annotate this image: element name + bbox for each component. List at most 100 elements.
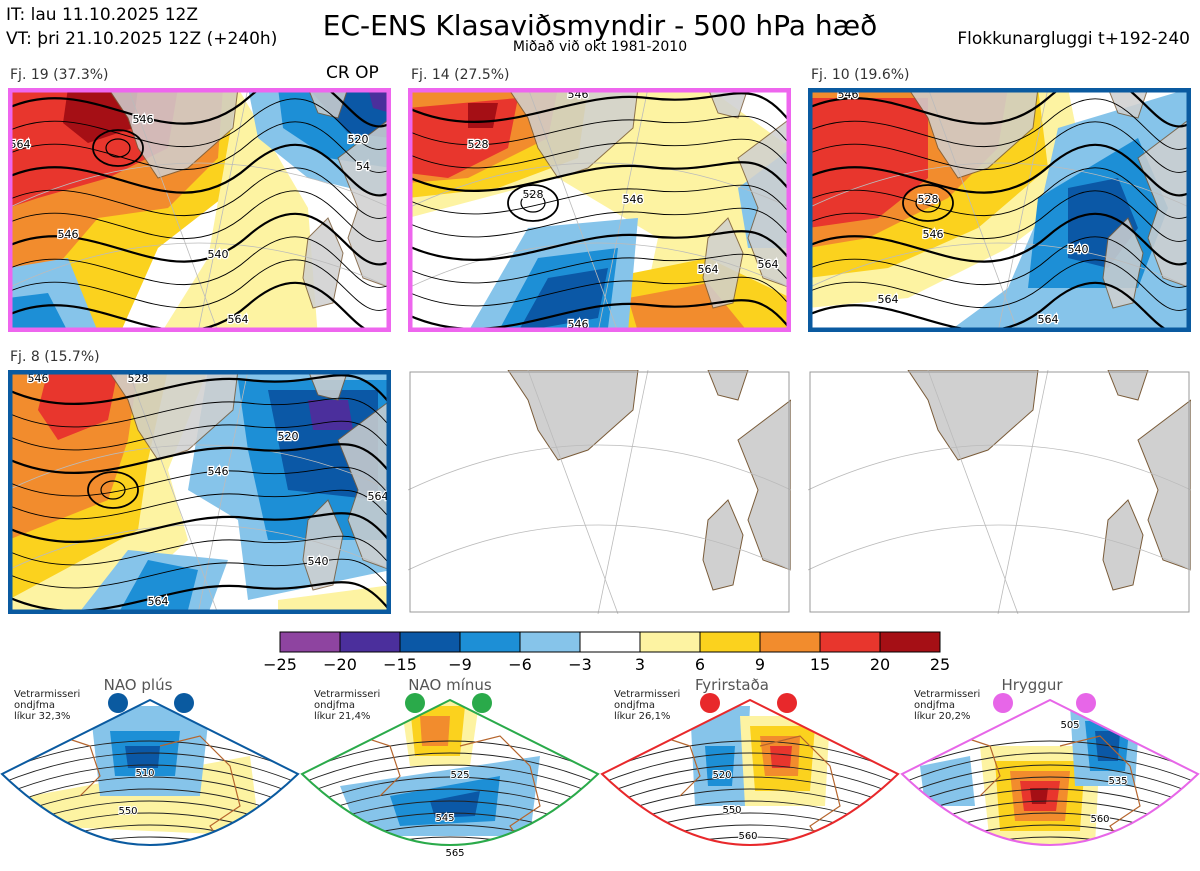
regime-frame bbox=[900, 698, 1200, 846]
initial-time: IT: lau 11.10.2025 12Z bbox=[6, 5, 198, 25]
colorbar-swatch bbox=[399, 631, 461, 653]
graticule bbox=[808, 370, 1191, 614]
contour-line bbox=[8, 512, 391, 544]
cluster-map-3: 546 528 546 540 564 564 bbox=[808, 88, 1191, 332]
contour-low bbox=[92, 129, 144, 167]
regime-contour bbox=[302, 764, 598, 801]
regime-contour bbox=[902, 740, 1198, 777]
panel-frame bbox=[408, 88, 791, 332]
regime-nao-plus: NAO plús Vetrarmisseri ondjfma líkur 32,3… bbox=[0, 676, 300, 871]
regime-contour-label: 565 bbox=[445, 848, 464, 859]
regime-ridge: Hryggur Vetrarmisseri ondjfma líkur 20,2%… bbox=[900, 676, 1200, 871]
contour-label: 546 bbox=[58, 228, 79, 241]
control-run-op-label: CR OP bbox=[326, 63, 379, 83]
regime-contour bbox=[902, 752, 1198, 789]
regime-indicator-dot bbox=[777, 693, 797, 713]
anomaly-shading bbox=[468, 103, 498, 128]
graticule bbox=[8, 370, 391, 614]
contour-low-inner bbox=[100, 480, 126, 500]
colorbar-swatch bbox=[459, 631, 521, 653]
colorbar-tick-label: −25 bbox=[263, 655, 297, 674]
contour-label: 564 bbox=[228, 313, 249, 326]
anomaly-shading bbox=[8, 293, 68, 332]
contour-line bbox=[808, 88, 1191, 128]
panel-frame bbox=[808, 88, 1191, 332]
regime-anomaly bbox=[420, 716, 450, 746]
colorbar-swatch bbox=[339, 631, 401, 653]
contour-low-inner bbox=[520, 193, 546, 213]
regime-indicator-dot bbox=[1076, 693, 1096, 713]
regime-contour bbox=[302, 752, 598, 789]
regime-anomaly bbox=[430, 791, 480, 818]
contour-line bbox=[8, 466, 391, 498]
contour-label: 546 bbox=[28, 372, 49, 385]
colorbar-swatch bbox=[699, 631, 761, 653]
regime-probability: Vetrarmisseri ondjfma líkur 20,2% bbox=[914, 689, 981, 722]
panel-label-1: Fj. 19 (37.3%) bbox=[10, 67, 109, 83]
land-masses bbox=[907, 88, 1191, 309]
colorbar-tick-label: 9 bbox=[754, 655, 766, 674]
contour-label: 546 bbox=[208, 465, 229, 478]
contour-line bbox=[408, 92, 791, 124]
contour-label: 564 bbox=[878, 293, 899, 306]
contour-line bbox=[8, 190, 391, 242]
regime-contour bbox=[2, 776, 298, 813]
colorbar-swatch bbox=[639, 631, 701, 653]
graticule bbox=[408, 88, 791, 332]
contour-low-inner bbox=[105, 138, 131, 158]
contour-label: 528 bbox=[918, 193, 939, 206]
regime-blocking: Fyrirstaða Vetrarmisseri ondjfma líkur 26… bbox=[600, 676, 900, 871]
contour-line bbox=[808, 212, 1191, 266]
regime-contour bbox=[902, 764, 1198, 801]
regime-contour bbox=[302, 776, 598, 813]
colorbar-tick-label: −9 bbox=[448, 655, 472, 674]
panel-label-4: Fj. 8 (15.7%) bbox=[10, 349, 100, 365]
regime-coastline bbox=[659, 735, 701, 797]
colorbar-swatch bbox=[279, 631, 341, 653]
panel-label-2: Fj. 14 (27.5%) bbox=[411, 67, 510, 83]
colorbar-tick-label: 6 bbox=[694, 655, 706, 674]
cluster-map-4: 546 528 520 546 564 540 564 bbox=[8, 370, 391, 614]
contour-line bbox=[408, 207, 791, 239]
contour-line bbox=[8, 558, 391, 590]
regime-contour bbox=[302, 740, 598, 777]
regime-indicator-dot bbox=[700, 693, 720, 713]
regime-indicator-dot bbox=[993, 693, 1013, 713]
contour-line bbox=[8, 121, 391, 173]
regime-anomaly bbox=[1095, 731, 1120, 761]
contour-line bbox=[808, 121, 1191, 173]
contour-line bbox=[408, 115, 791, 147]
regime-name: NAO mínus bbox=[408, 676, 492, 694]
colorbar-swatch bbox=[519, 631, 581, 653]
regime-anomaly bbox=[770, 746, 792, 768]
regime-coastline bbox=[959, 735, 1001, 797]
graticule bbox=[808, 88, 1191, 332]
regime-contour-label: 550 bbox=[118, 806, 137, 817]
contour-line bbox=[808, 98, 1191, 150]
colorbar-swatch bbox=[819, 631, 881, 653]
contour-label: 546 bbox=[923, 228, 944, 241]
contour-line bbox=[8, 489, 391, 521]
page-subtitle: Miðað við okt 1981-2010 bbox=[512, 39, 688, 55]
regime-indicator-dot bbox=[108, 693, 128, 713]
regime-contour bbox=[2, 836, 298, 845]
regime-contour-label: 520 bbox=[712, 770, 731, 781]
anomaly-shading bbox=[118, 560, 198, 614]
colorbar-tick-label: −3 bbox=[568, 655, 592, 674]
regime-contour bbox=[602, 740, 898, 777]
colorbar: −25 −20 −15 −9 −6 −3 3 6 9 15 20 25 bbox=[263, 630, 950, 675]
contour-label: 546 bbox=[133, 113, 154, 126]
contour-line bbox=[808, 167, 1191, 219]
contour-label: 564 bbox=[1038, 313, 1059, 326]
contour-label: 564 bbox=[698, 263, 719, 276]
contour-label: 528 bbox=[128, 372, 149, 385]
panel-frame bbox=[809, 371, 1190, 613]
regime-name: Fyrirstaða bbox=[695, 676, 769, 694]
regime-frame bbox=[600, 698, 900, 846]
regime-contour bbox=[602, 752, 898, 789]
regime-probability: Vetrarmisseri ondjfma líkur 26,1% bbox=[614, 689, 681, 722]
regime-anomaly bbox=[920, 756, 975, 806]
contour-label: 564 bbox=[148, 595, 169, 608]
contour-label: 564 bbox=[368, 490, 389, 503]
contour-line bbox=[408, 253, 791, 285]
